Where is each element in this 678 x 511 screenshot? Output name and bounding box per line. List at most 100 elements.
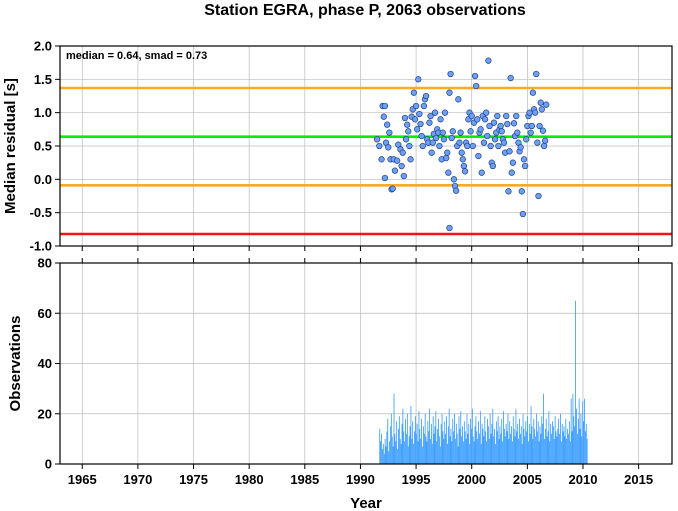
observation-bar — [562, 431, 564, 464]
y-tick-label: 0.5 — [34, 139, 52, 154]
observation-bar — [379, 428, 381, 464]
observation-bar — [560, 413, 561, 464]
x-tick-label: 2000 — [457, 472, 486, 487]
residual-point — [508, 169, 515, 176]
observation-bar — [390, 426, 391, 464]
observation-bar — [447, 426, 449, 464]
residual-point — [487, 142, 494, 150]
observation-bar — [520, 433, 521, 464]
observation-bar — [390, 413, 392, 464]
residual-point — [447, 70, 454, 78]
residual-point — [483, 109, 490, 116]
residual-point — [478, 169, 485, 176]
observation-bar — [579, 428, 581, 464]
observation-bar — [584, 398, 585, 464]
observation-bar — [456, 433, 458, 464]
residual-point — [528, 122, 535, 130]
observation-bar — [443, 438, 445, 464]
observation-bar — [386, 431, 388, 464]
observation-bar — [399, 438, 401, 464]
observation-bar — [538, 441, 540, 464]
observation-bar — [394, 433, 396, 464]
observation-bar — [536, 413, 537, 464]
residual-point — [417, 120, 424, 128]
x-axis-label: Year — [350, 495, 382, 511]
observation-bar — [388, 451, 390, 464]
residual-point — [406, 142, 413, 150]
residual-point — [481, 116, 489, 123]
observation-bar — [508, 438, 510, 464]
x-tick-label: 1970 — [123, 472, 152, 487]
observation-bar — [529, 433, 531, 464]
residual-panel: -1.0 -0.5 0.0 0.5 1.0 1.5 2.0 median = 0.64, s… — [2, 39, 673, 254]
observation-bar — [518, 438, 520, 464]
observation-bar — [575, 300, 576, 464]
residual-point — [452, 187, 460, 194]
residual-point — [533, 70, 540, 78]
residual-point — [505, 188, 512, 195]
observation-bar — [406, 433, 407, 464]
observation-bar — [453, 431, 455, 464]
residual-point — [412, 102, 420, 110]
observation-bar — [408, 436, 410, 464]
observation-bar — [507, 413, 509, 464]
observation-bar — [460, 411, 462, 464]
observation-bar — [430, 438, 431, 464]
residual-point — [449, 128, 456, 135]
residual-point — [507, 74, 514, 82]
observation-bar — [532, 438, 534, 464]
observation-bar — [511, 441, 513, 464]
observation-bar — [398, 428, 399, 464]
chart-title: Station EGRA, phase P, 2063 observations — [204, 2, 526, 19]
x-tick-label: 1980 — [235, 472, 264, 487]
observation-bar — [497, 416, 499, 464]
residual-point — [439, 129, 446, 136]
observation-bar — [413, 443, 414, 464]
observation-bar — [419, 428, 421, 464]
observation-bar — [410, 406, 412, 464]
x-tick-label: 1990 — [346, 472, 375, 487]
observation-bar — [573, 416, 575, 464]
observation-bar — [513, 428, 515, 464]
observation-bar — [565, 418, 567, 464]
residual-points — [373, 57, 550, 232]
residual-point — [400, 172, 407, 180]
observation-bar — [515, 408, 517, 464]
observation-bar — [384, 438, 386, 464]
observation-bar — [544, 428, 546, 464]
residual-point — [503, 112, 510, 120]
observation-bar — [468, 423, 470, 464]
observation-bar — [487, 426, 489, 464]
observation-bar — [461, 436, 463, 464]
observation-bar — [574, 426, 576, 464]
residual-point — [535, 192, 542, 200]
observation-bar — [572, 393, 574, 464]
residual-point — [432, 134, 440, 142]
residual-point — [440, 136, 448, 143]
observation-bar — [553, 438, 555, 464]
observation-bar — [393, 393, 395, 464]
observation-bar — [452, 418, 454, 464]
residual-point — [386, 129, 393, 136]
observation-bar — [500, 433, 502, 464]
residual-grid — [60, 45, 672, 247]
residual-point — [398, 162, 405, 170]
residual-point — [540, 142, 548, 150]
observation-bar — [561, 423, 563, 464]
observation-bar — [391, 436, 393, 464]
observation-bar — [454, 413, 455, 464]
observation-bar — [425, 436, 427, 464]
observation-bar — [421, 418, 422, 464]
observation-bar — [415, 433, 417, 464]
observation-bar — [517, 423, 519, 464]
observation-bar — [436, 441, 438, 464]
observation-bar — [583, 421, 585, 464]
residual-point — [436, 142, 443, 150]
observation-bar — [523, 428, 525, 464]
observation-bar — [444, 421, 446, 464]
residual-point — [414, 126, 421, 133]
observation-bar — [426, 441, 428, 464]
observation-bar — [396, 421, 398, 464]
residual-point — [442, 154, 450, 162]
